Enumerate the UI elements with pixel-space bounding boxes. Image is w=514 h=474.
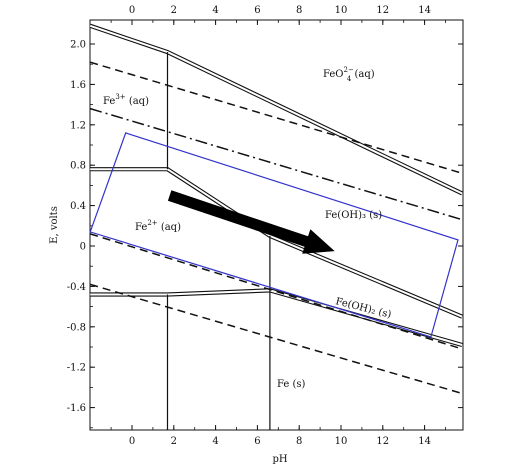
top-axis: 0 2 4 6 8 10 12 14 xyxy=(110,5,446,25)
region-feo4-aq: FeO2− 4 (aq) xyxy=(323,66,375,83)
region-feoh3-s: Fe(OH)₃ (s) xyxy=(325,210,382,221)
top-tick-label: 2 xyxy=(171,5,177,16)
boundary-10 xyxy=(89,283,463,395)
left-tick-label: 1.2 xyxy=(70,120,86,131)
left-tick-label: -0.8 xyxy=(67,322,86,333)
boundary-2-inner xyxy=(90,289,463,346)
left-axis: 2.0 1.6 1.2 0.8 0.4 0 -0.4 -0.8 -1.2 -1.6 xyxy=(67,40,463,429)
direction-arrow xyxy=(167,190,335,254)
top-tick-label: 8 xyxy=(296,5,302,16)
left-tick-label: 0.8 xyxy=(70,161,86,172)
top-tick-label: 10 xyxy=(335,5,348,16)
bottom-tick-label: 12 xyxy=(376,436,389,447)
left-tick-label: -1.2 xyxy=(67,363,86,374)
bottom-tick-label: 14 xyxy=(418,436,431,447)
top-tick-label: 4 xyxy=(212,5,218,16)
boundary-7 xyxy=(89,61,463,175)
bottom-tick-label: 2 xyxy=(171,436,177,447)
region-fe-s: Fe (s) xyxy=(277,379,306,390)
highlight-box xyxy=(89,132,459,338)
left-tick-label: 0.4 xyxy=(70,201,86,212)
left-tick-label: 2.0 xyxy=(70,40,86,51)
left-tick-label: -1.6 xyxy=(67,403,86,414)
x-axis-label: pH xyxy=(272,454,287,465)
region-fe2-aq: Fe2+ (aq) xyxy=(135,219,181,233)
boundary-8 xyxy=(89,107,463,221)
top-tick-label: 14 xyxy=(418,5,431,16)
bottom-tick-label: 8 xyxy=(296,436,302,447)
top-tick-label: 12 xyxy=(376,5,389,16)
bottom-tick-label: 6 xyxy=(254,436,260,447)
y-axis-label: E, volts xyxy=(49,206,60,244)
bottom-tick-label: 4 xyxy=(212,436,218,447)
left-tick-label: 0 xyxy=(80,242,86,253)
plot-frame xyxy=(89,19,464,431)
region-fe3-aq: Fe3+ (aq) xyxy=(103,93,149,107)
left-tick-label: -0.4 xyxy=(67,282,86,293)
boundary-lines xyxy=(89,23,464,430)
top-tick-label: 6 xyxy=(254,5,260,16)
boundary-1-inner xyxy=(90,168,463,318)
top-tick-label: 0 xyxy=(129,5,135,16)
bottom-tick-label: 10 xyxy=(335,436,348,447)
left-tick-label: 1.6 xyxy=(70,80,86,91)
bottom-axis: 0 2 4 6 8 10 12 14 xyxy=(110,425,446,447)
bottom-tick-label: 0 xyxy=(129,436,135,447)
boundary-2-outer xyxy=(90,288,463,348)
